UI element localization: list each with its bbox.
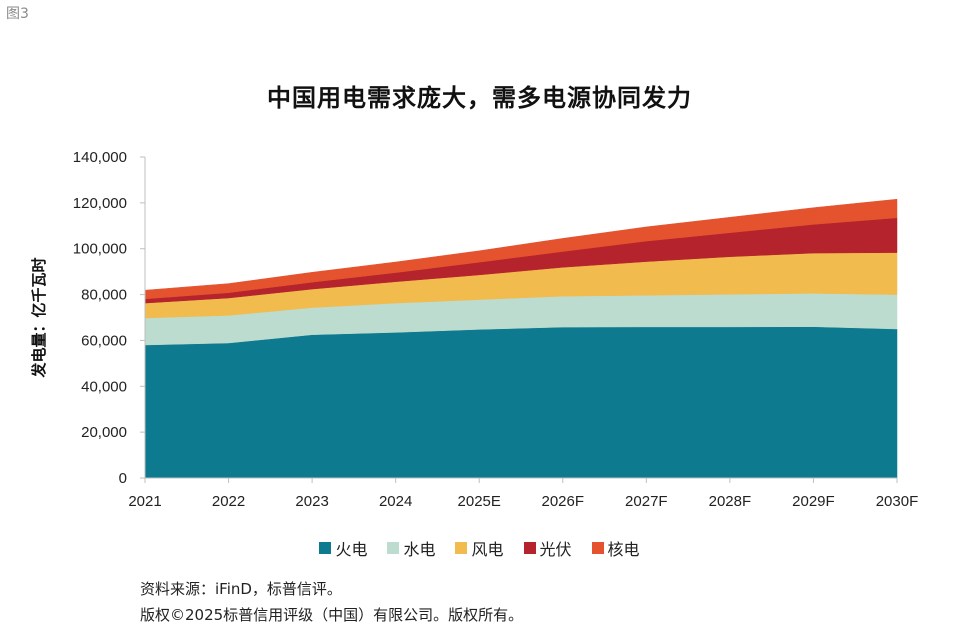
y-tick-label: 80,000 [81, 287, 127, 304]
figure-label: 图3 [6, 6, 29, 22]
source-note: 资料来源：iFinD，标普信评。 [140, 580, 342, 598]
x-tick-label: 2024 [379, 493, 412, 510]
legend-label: 核电 [607, 540, 640, 559]
legend-label: 水电 [403, 540, 436, 559]
y-tick-label: 120,000 [73, 195, 127, 212]
legend-swatch [387, 542, 400, 554]
x-tick-label: 2021 [128, 493, 161, 510]
legend-label: 光伏 [539, 540, 572, 559]
legend-item-1: 水电 [387, 536, 435, 560]
legend-item-2: 风电 [455, 536, 504, 560]
x-tick-label: 2027F [625, 493, 668, 510]
legend-label: 风电 [471, 540, 504, 559]
legend-swatch [523, 542, 536, 554]
legend-item-3: 光伏 [523, 536, 572, 560]
x-tick-label: 2023 [295, 493, 328, 510]
legend-item-0: 火电 [319, 536, 367, 560]
chart-title: 中国用电需求庞大，需多电源协同发力 [267, 84, 692, 112]
area-series-4 [144, 198, 898, 300]
y-axis-label: 发电量：亿千瓦时 [30, 257, 48, 378]
legend-swatch [455, 542, 468, 554]
y-tick-label: 0 [119, 470, 127, 487]
area-series-0 [144, 326, 898, 479]
legend-label: 火电 [335, 540, 368, 559]
y-tick-label: 40,000 [81, 378, 127, 395]
x-tick-label: 2028F [709, 493, 752, 510]
legend-swatch [591, 542, 604, 554]
copyright-note: 版权©2025标普信用评级（中国）有限公司。版权所有。 [140, 606, 524, 624]
y-tick-label: 60,000 [81, 332, 127, 349]
x-tick-label: 2026F [542, 493, 585, 510]
y-tick-label: 20,000 [81, 424, 127, 441]
chart-legend: 火电 水电 风电 光伏 核电 [0, 536, 959, 560]
x-tick-label: 2025E [458, 493, 501, 510]
x-tick-label: 2022 [212, 493, 245, 510]
legend-item-4: 核电 [591, 536, 640, 560]
legend-swatch [319, 542, 332, 554]
x-tick-label: 2030F [876, 493, 919, 510]
y-tick-label: 140,000 [73, 149, 127, 166]
x-tick-label: 2029F [792, 493, 835, 510]
y-tick-label: 100,000 [73, 241, 127, 258]
